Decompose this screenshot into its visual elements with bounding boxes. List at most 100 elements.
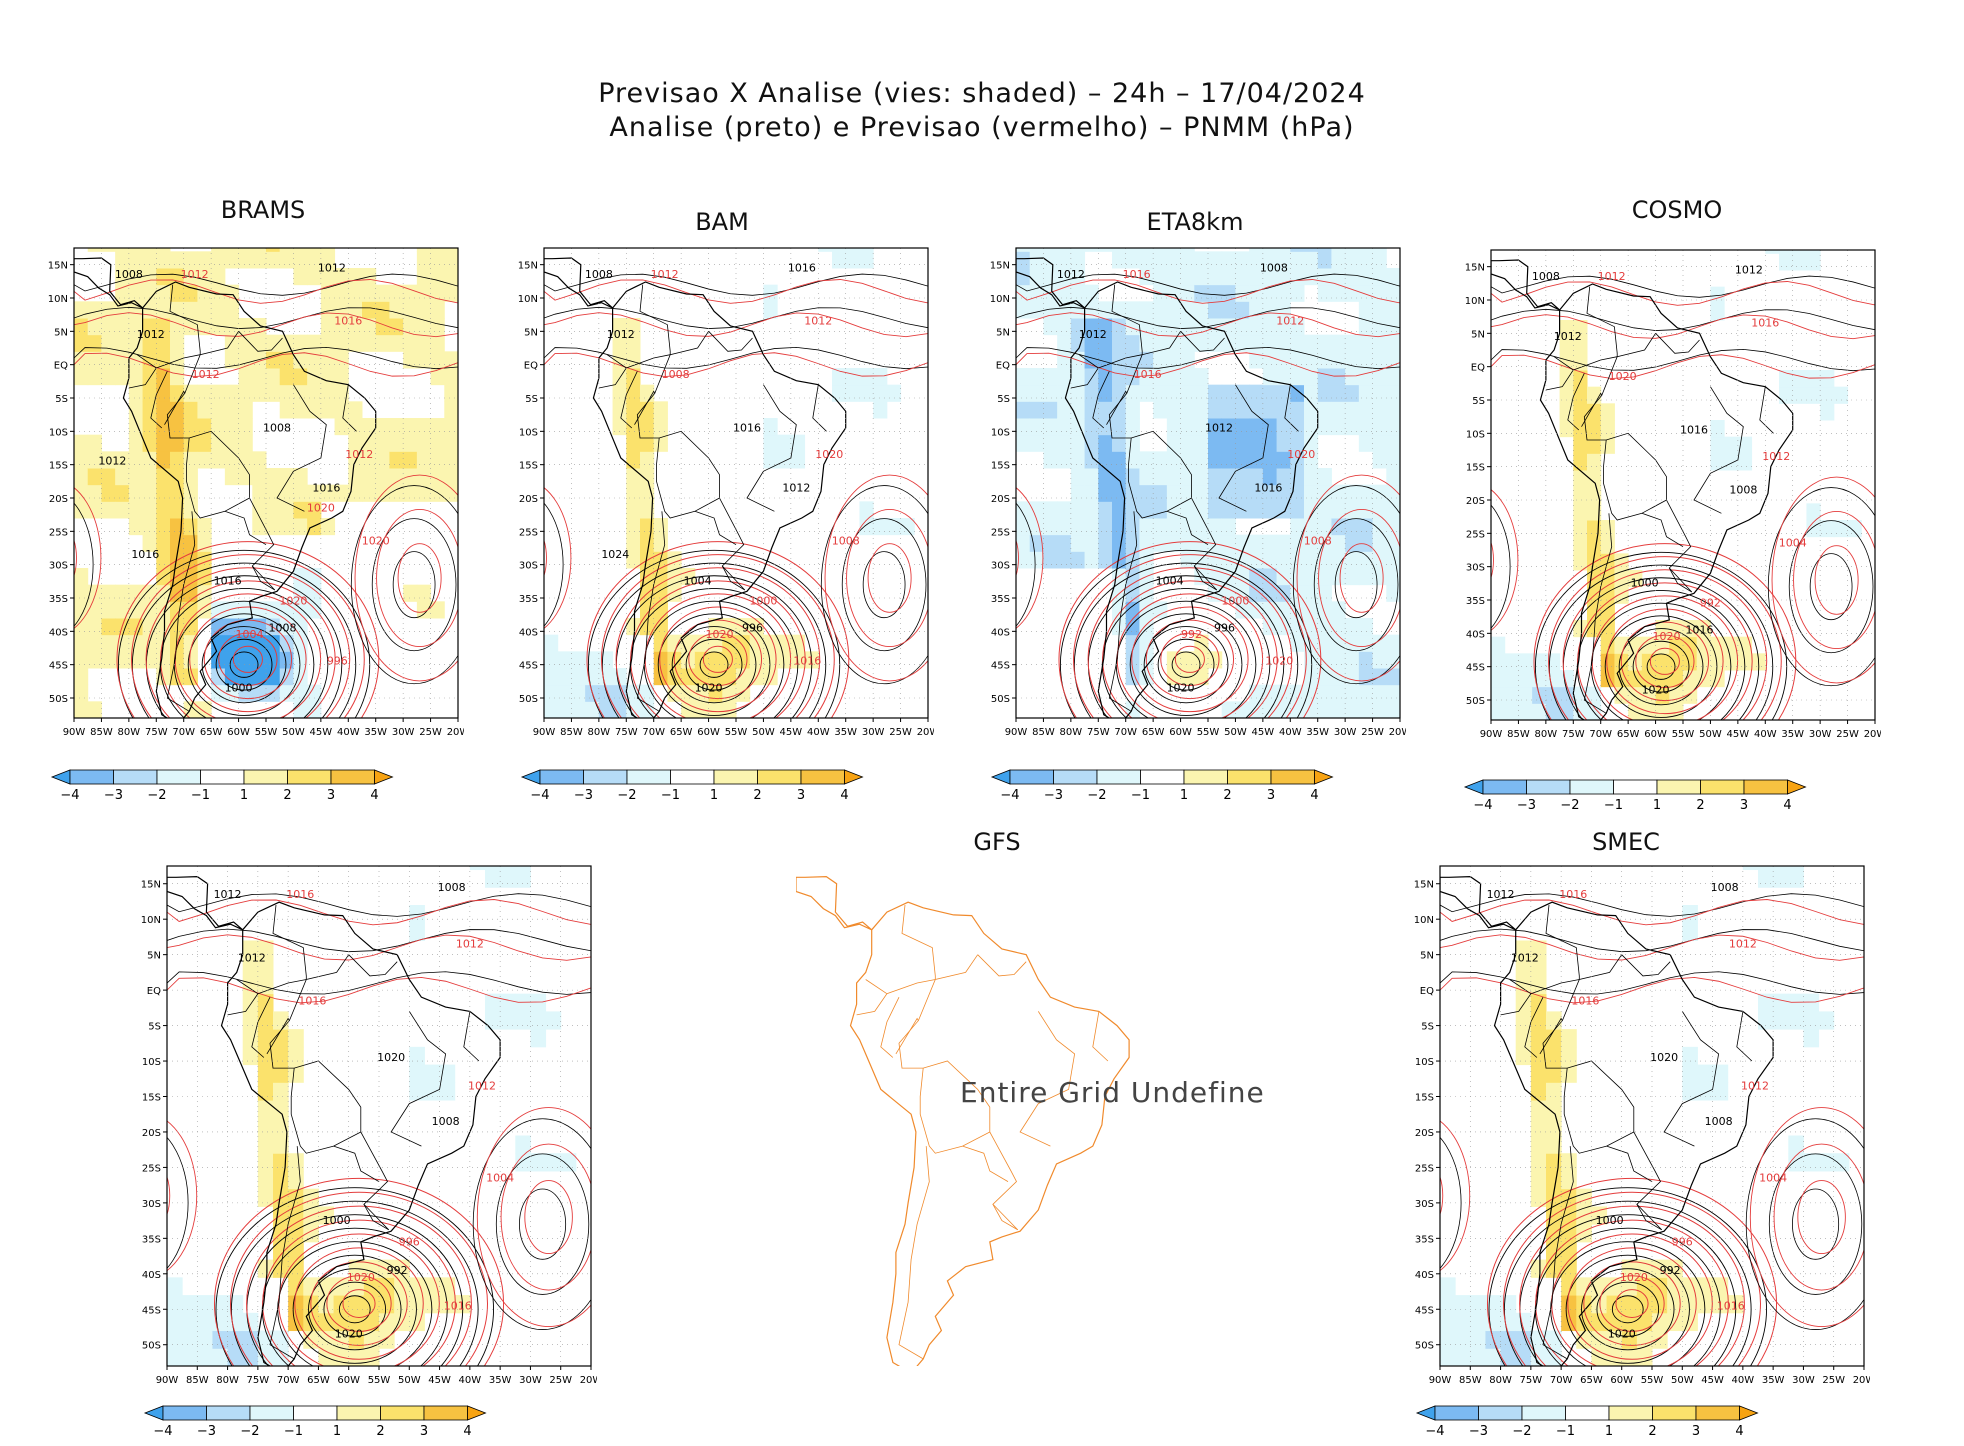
colorbar-bin <box>113 769 158 785</box>
colorbar-bin <box>243 769 288 785</box>
isobar-label: 1008 <box>662 368 690 381</box>
lat-tick-label: 5N <box>1420 951 1434 962</box>
colorbar-tick-label: 3 <box>327 788 335 803</box>
colorbar-tick-label: −1 <box>1604 798 1623 813</box>
lon-tick-label: 45W <box>1701 1375 1724 1386</box>
isobar-label: 1016 <box>733 421 761 434</box>
lon-tick-label: 35W <box>364 727 387 738</box>
isobar-label: 1020 <box>335 1328 363 1341</box>
map-svg: 1012 1016 1008 1012 1012 1016 1012 1020 1016 1008… <box>990 247 1406 738</box>
lat-tick-label: 50S <box>991 694 1010 705</box>
lat-tick-label: 50S <box>1415 1341 1434 1352</box>
lon-tick-label: 80W <box>588 727 611 738</box>
isobar-label: 1004 <box>684 575 712 588</box>
isobar-label: 1012 <box>137 328 165 341</box>
isobar-label: 1012 <box>1511 952 1539 965</box>
lat-tick-label: 20S <box>142 1128 161 1139</box>
lon-tick-label: 85W <box>1507 729 1530 740</box>
isobar-label: 1012 <box>782 481 810 494</box>
figure-title-line2: Analise (preto) e Previsao (vermelho) – … <box>609 112 1355 143</box>
lon-tick-label: 80W <box>216 1375 239 1386</box>
lat-tick-label: 5S <box>997 394 1010 405</box>
lon-tick-label: 65W <box>1617 729 1640 740</box>
lat-tick-label: EQ <box>1420 986 1434 997</box>
lat-tick-label: 40S <box>1466 629 1485 640</box>
isobar-label: 1016 <box>1680 423 1708 436</box>
isobar-label: 1016 <box>1134 368 1162 381</box>
colorbar-tick-label: 4 <box>1783 798 1791 813</box>
colorbar-tick-label: 2 <box>376 1424 384 1439</box>
isobar-label: 1004 <box>486 1172 514 1185</box>
colorbar-svg: −4 −3 −2 −1 1 2 3 4 <box>520 769 864 803</box>
colorbar-bin <box>1270 769 1315 785</box>
lat-tick-label: 10S <box>1415 1057 1434 1068</box>
lon-tick-label: 45W <box>1252 727 1275 738</box>
lon-tick-label: 90W <box>533 727 556 738</box>
colorbar-bin <box>1140 769 1185 785</box>
lat-tick-label: 10N <box>518 294 538 305</box>
colorbar-bin <box>1096 769 1141 785</box>
isobar-label: 1012 <box>1735 263 1763 276</box>
isobar-label: 1012 <box>1205 421 1233 434</box>
lon-tick-label: 40W <box>1279 727 1302 738</box>
gfs-undefined-message: Entire Grid Undefine <box>960 1076 1265 1109</box>
lat-tick-label: 45S <box>1415 1305 1434 1316</box>
map-svg: 1008 1012 1012 1016 1012 1012 1008 1012 1016 1020… <box>48 247 464 738</box>
isobar-label: 1008 <box>432 1115 460 1128</box>
colorbar-tick-label: 1 <box>240 788 248 803</box>
isobar-label: 1012 <box>238 952 266 965</box>
lat-tick-label: 15S <box>49 461 68 472</box>
colorbar-bin <box>670 769 715 785</box>
colorbar-bin <box>1053 769 1098 785</box>
isobar-label: 1012 <box>1276 315 1304 328</box>
isobar-label: 1008 <box>1705 1115 1733 1128</box>
colorbar-tick-label: 1 <box>1180 788 1188 803</box>
lat-tick-label: 10N <box>1414 915 1434 926</box>
colorbar-bin <box>1743 779 1788 795</box>
lat-tick-label: 10S <box>991 427 1010 438</box>
colorbar-bin <box>1227 769 1272 785</box>
isobar-label: 1008 <box>268 621 296 634</box>
lat-tick-label: 45S <box>1466 663 1485 674</box>
map-panel-eta8km: 1012 1016 1008 1012 1012 1016 1012 1020 1016 1008… <box>980 242 1406 744</box>
colorbar-tick-label: 1 <box>1605 1424 1613 1439</box>
lon-tick-label: 35W <box>834 727 857 738</box>
isobar-label: 1012 <box>607 328 635 341</box>
map-panel-brams: 1008 1012 1012 1016 1012 1012 1008 1012 1016 1020… <box>38 242 464 744</box>
lon-tick-label: 25W <box>419 727 442 738</box>
panel-label-brams: BRAMS <box>220 196 306 224</box>
colorbar-tick-label: 3 <box>420 1424 428 1439</box>
isobar-label: 1000 <box>225 681 253 694</box>
lat-tick-label: 15N <box>48 261 68 272</box>
isobar-label: 1020 <box>1608 1328 1636 1341</box>
colorbar-tick-label: −4 <box>530 788 549 803</box>
map-svg <box>796 875 1130 1366</box>
lon-tick-label: 30W <box>392 727 415 738</box>
lat-tick-label: 20S <box>519 494 538 505</box>
colorbar-tick-label: −3 <box>104 788 123 803</box>
colorbar-tick-label: 4 <box>1735 1424 1743 1439</box>
lat-tick-label: 50S <box>142 1341 161 1352</box>
isobar-label: 1020 <box>1653 630 1681 643</box>
map-panel-bottom-left: 1012 1016 1008 1012 1012 1016 1020 1012 1008 1004… <box>131 860 597 1392</box>
lon-tick-label: 55W <box>725 727 748 738</box>
lon-tick-label: 60W <box>1644 729 1667 740</box>
colorbar-tick-label: −1 <box>1131 788 1150 803</box>
colorbar-bin <box>1613 779 1658 795</box>
isobar-label: 1020 <box>1642 683 1670 696</box>
colorbar-bin <box>249 1405 294 1421</box>
colorbar-tick-label: 3 <box>1740 798 1748 813</box>
map-svg: 1008 1012 1012 1016 1012 1020 1016 1012 1008 1004… <box>1465 249 1881 740</box>
isobar-label: 1012 <box>1487 888 1515 901</box>
lon-tick-label: 75W <box>1520 1375 1543 1386</box>
isobar-label: 1020 <box>377 1051 405 1064</box>
lat-tick-label: 10S <box>519 427 538 438</box>
map-panel-gfs <box>760 860 1226 1392</box>
map-svg: 1008 1012 1016 1012 1012 1008 1016 1020 1012 1008… <box>518 247 934 738</box>
colorbar-bam: −4 −3 −2 −1 1 2 3 4 <box>520 766 930 810</box>
lat-tick-label: 10S <box>142 1057 161 1068</box>
colorbar-tick-label: −1 <box>191 788 210 803</box>
lat-tick-label: 40S <box>1415 1270 1434 1281</box>
colorbar-bin <box>1700 779 1745 795</box>
lat-tick-label: 5N <box>147 951 161 962</box>
